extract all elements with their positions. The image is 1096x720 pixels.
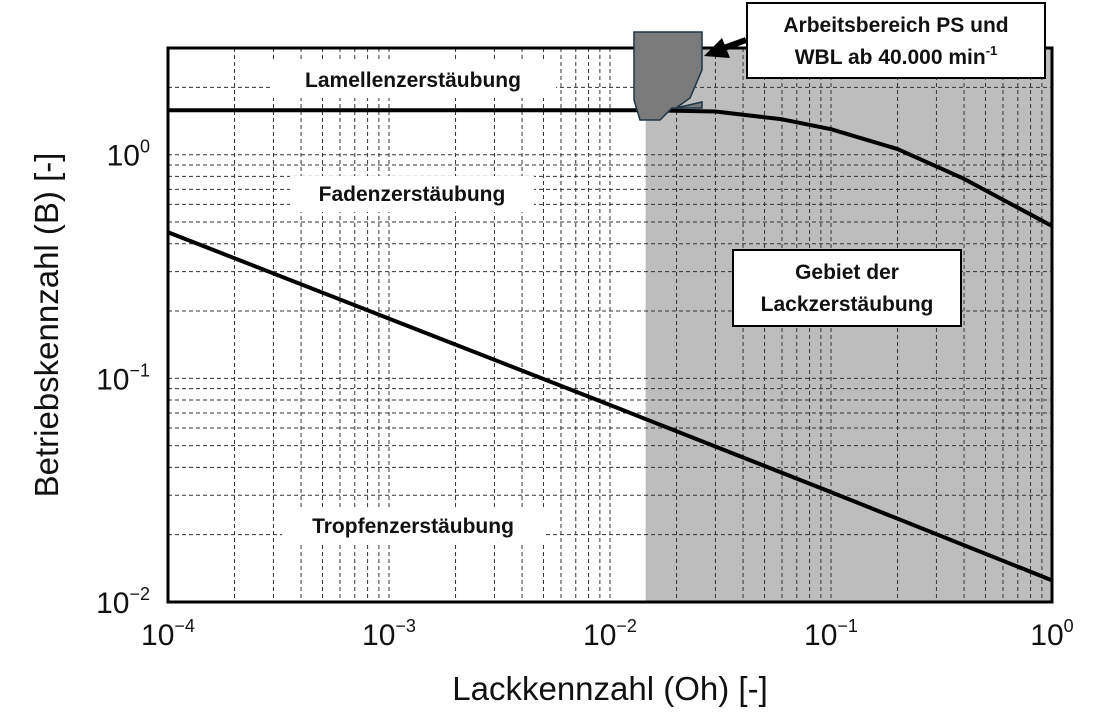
y-tick-label: 100 [107, 137, 150, 173]
region-label-faden: Fadenzerstäubung [290, 176, 534, 212]
y-axis-label: Betriebskennzahl (B) [-] [28, 153, 65, 498]
annotation-lackzerstaeubung: Gebiet der Lackzerstäubung [732, 249, 962, 327]
plot-frame [166, 46, 1054, 604]
svg-text:WBL ab 40.000 min-1: WBL ab 40.000 min-1 [795, 43, 998, 69]
operating-range-marker [633, 31, 703, 121]
series-line-2 [167, 230, 1053, 583]
svg-text:Gebiet der: Gebiet der [795, 261, 899, 284]
annotation-arrow [704, 37, 748, 58]
annotation-arbeitsbereich: Arbeitsbereich PS und WBL ab 40.000 min-… [746, 2, 1046, 79]
y-tick-label: 10−2 [96, 584, 150, 620]
region-label-lamellen: Lamellenzerstäubung [270, 62, 556, 98]
x-tick-label: 10−4 [141, 616, 195, 652]
region-label-tropfen: Tropfenzerstäubung [282, 508, 544, 544]
svg-text:Lackzerstäubung: Lackzerstäubung [761, 293, 934, 316]
x-tick-label: 10−1 [804, 616, 858, 652]
x-axis-label: Lackkennzahl (Oh) [-] [452, 670, 767, 707]
svg-text:Fadenzerstäubung: Fadenzerstäubung [319, 183, 506, 206]
svg-text:Lamellenzerstäubung: Lamellenzerstäubung [305, 69, 521, 92]
svg-text:Arbeitsbereich PS und: Arbeitsbereich PS und [783, 14, 1008, 37]
svg-text:Tropfenzerstäubung: Tropfenzerstäubung [312, 515, 514, 538]
y-tick-label: 10−1 [96, 360, 150, 396]
x-tick-label: 10−2 [583, 616, 637, 652]
x-tick-label: 10−3 [362, 616, 416, 652]
x-tick-label: 100 [1030, 616, 1073, 652]
